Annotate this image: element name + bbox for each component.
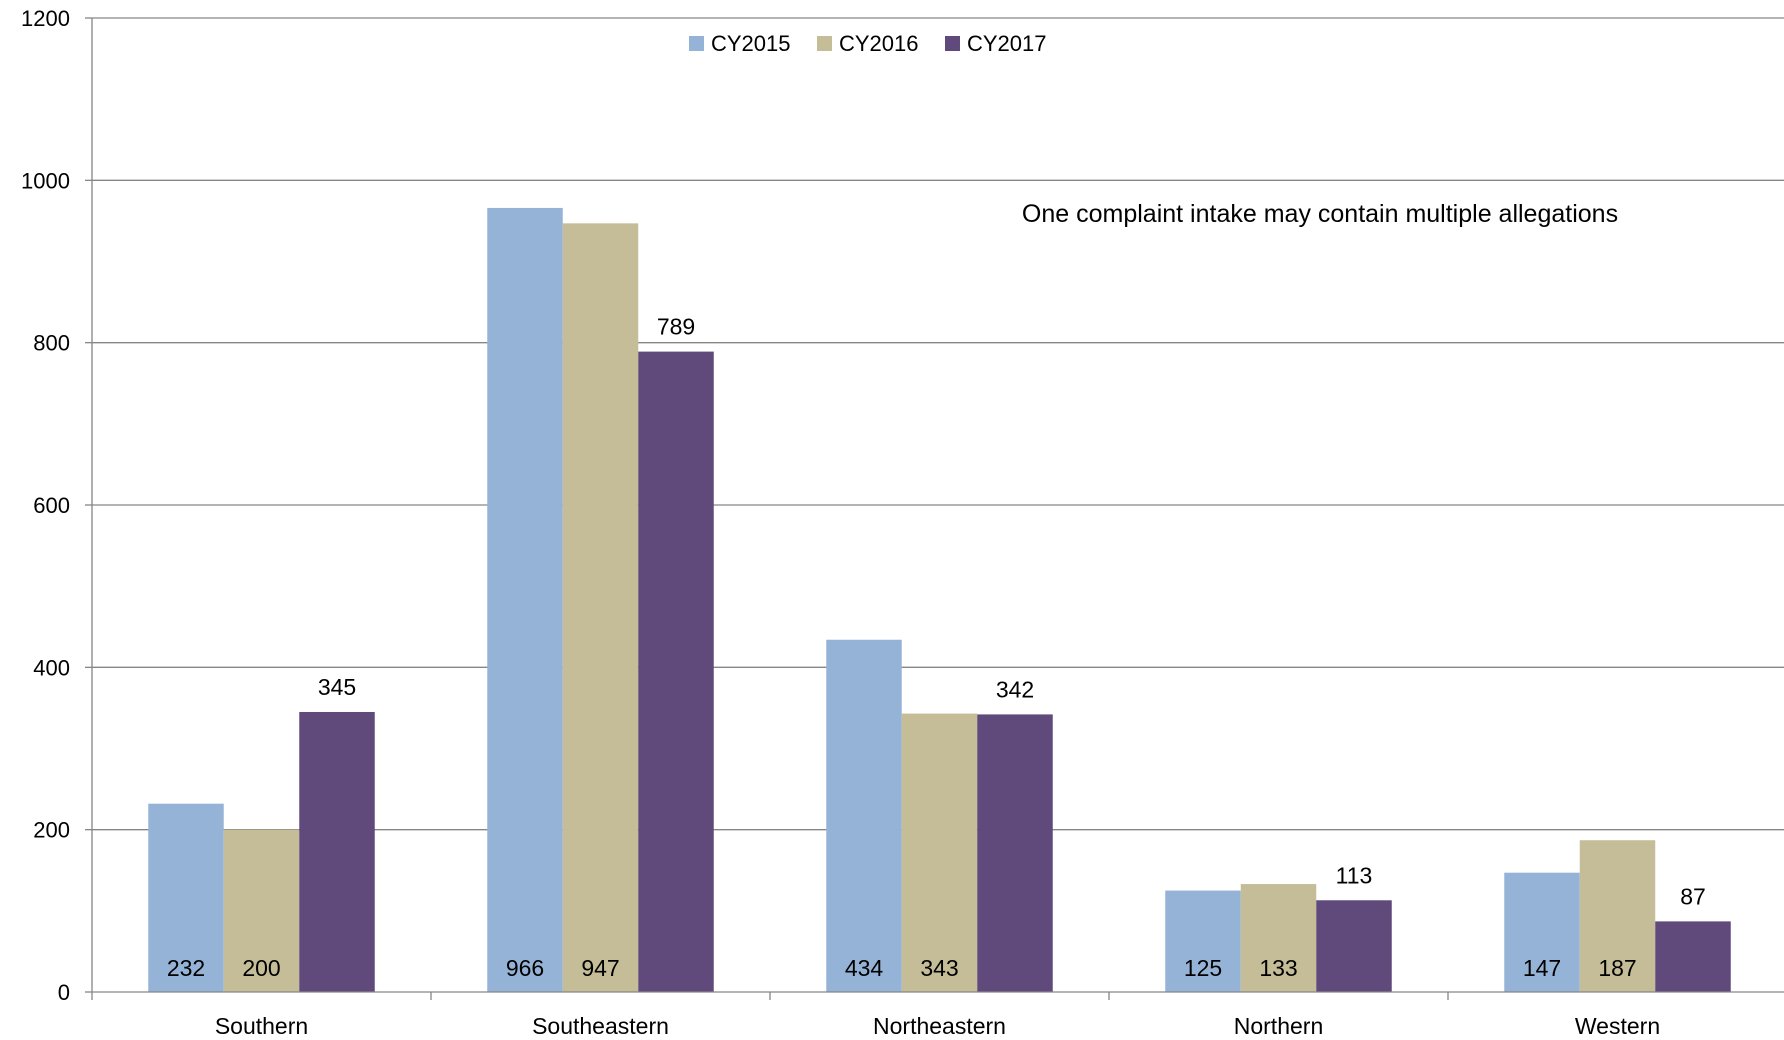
y-tick-label: 1200 (21, 6, 70, 31)
bar-cy2016-northeastern (901, 713, 978, 992)
bar-cy2017-western (1655, 921, 1731, 992)
x-category-label: Southeastern (532, 1013, 669, 1039)
bar-cy2015-northern (1165, 890, 1241, 992)
legend-swatch-cy2015 (689, 36, 704, 51)
gridlines (92, 17, 1784, 831)
data-label: 133 (1259, 955, 1297, 981)
bar-cy2017-northeastern (977, 714, 1053, 992)
data-label: 113 (1336, 862, 1373, 888)
data-label: 200 (242, 955, 280, 981)
data-label: 342 (996, 676, 1034, 702)
axes: 0 200 400 600 800 1000 1200 Southern Southeaster… (21, 6, 1784, 1039)
y-tick-label: 0 (58, 980, 70, 1005)
legend: CY2015 CY2016 CY2017 (689, 31, 1047, 56)
bar-cy2016-southeastern (562, 223, 639, 992)
data-label: 789 (657, 314, 695, 340)
bar-cy2017-northern (1316, 900, 1392, 992)
data-labels: 232 200 345 966 947 789 434 343 342 125 133 113 147 1… (167, 314, 1706, 981)
x-category-label: Northern (1234, 1013, 1323, 1039)
bars (148, 207, 1731, 993)
legend-label-cy2017: CY2017 (967, 31, 1047, 56)
legend-swatch-cy2017 (945, 36, 960, 51)
data-label: 147 (1523, 955, 1561, 981)
x-category-label: Southern (215, 1013, 308, 1039)
data-label: 232 (167, 955, 205, 981)
bar-cy2015-northeastern (826, 639, 902, 992)
y-tick-label: 600 (33, 493, 70, 518)
data-label: 434 (845, 955, 884, 981)
bar-cy2017-southeastern (638, 351, 714, 993)
bar-cy2016-southern (223, 829, 300, 992)
bar-cy2016-western (1579, 840, 1656, 992)
data-label: 345 (318, 674, 356, 700)
bar-cy2015-southeastern (487, 207, 563, 992)
y-tick-label: 800 (33, 331, 70, 356)
annotation-note: One complaint intake may contain multipl… (1022, 200, 1618, 228)
data-label: 966 (506, 955, 544, 981)
bar-cy2017-southern (299, 711, 375, 992)
legend-label-cy2016: CY2016 (839, 31, 919, 56)
legend-label-cy2015: CY2015 (711, 31, 791, 56)
bar-cy2015-southern (148, 803, 224, 992)
data-label: 343 (920, 955, 958, 981)
data-label: 947 (581, 955, 619, 981)
data-label: 125 (1184, 955, 1222, 981)
bar-cy2016-northern (1240, 884, 1317, 992)
bar-cy2015-western (1504, 872, 1580, 992)
y-tick-label: 200 (33, 818, 70, 843)
y-tick-label: 1000 (21, 168, 70, 193)
x-category-label: Northeastern (873, 1013, 1006, 1039)
data-label: 87 (1680, 883, 1706, 909)
x-category-label: Western (1575, 1013, 1660, 1039)
y-tick-label: 400 (33, 655, 70, 680)
data-label: 187 (1598, 955, 1636, 981)
legend-swatch-cy2016 (817, 36, 832, 51)
